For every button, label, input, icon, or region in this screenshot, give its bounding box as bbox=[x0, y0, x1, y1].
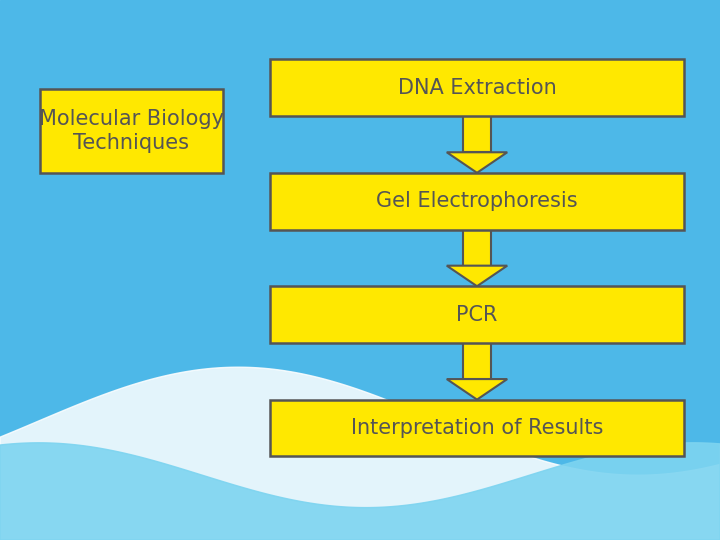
FancyBboxPatch shape bbox=[462, 230, 491, 266]
Polygon shape bbox=[446, 266, 507, 286]
Text: Molecular Biology
Techniques: Molecular Biology Techniques bbox=[39, 109, 224, 152]
Text: Interpretation of Results: Interpretation of Results bbox=[351, 418, 603, 438]
FancyBboxPatch shape bbox=[40, 89, 223, 173]
FancyBboxPatch shape bbox=[270, 400, 684, 456]
Text: Gel Electrophoresis: Gel Electrophoresis bbox=[376, 191, 578, 211]
Text: PCR: PCR bbox=[456, 305, 498, 325]
FancyBboxPatch shape bbox=[270, 286, 684, 343]
FancyBboxPatch shape bbox=[462, 116, 491, 152]
Text: DNA Extraction: DNA Extraction bbox=[397, 78, 557, 98]
FancyBboxPatch shape bbox=[270, 59, 684, 116]
FancyBboxPatch shape bbox=[270, 173, 684, 230]
Polygon shape bbox=[446, 379, 507, 400]
FancyBboxPatch shape bbox=[462, 343, 491, 379]
Polygon shape bbox=[446, 152, 507, 173]
